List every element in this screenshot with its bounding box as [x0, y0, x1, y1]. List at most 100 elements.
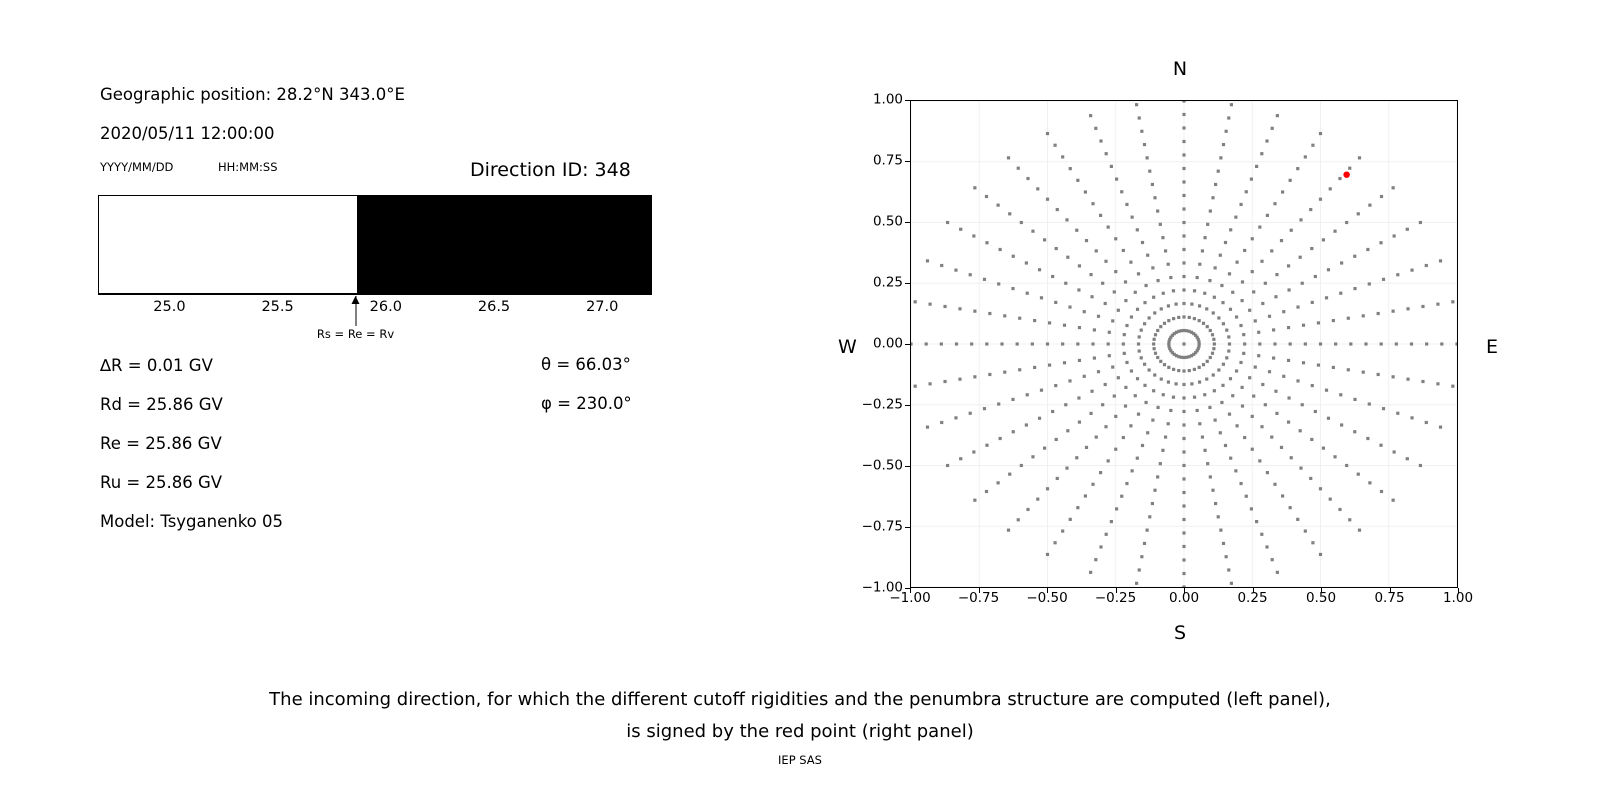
scatter-point [1296, 517, 1300, 521]
scatter-point [1410, 268, 1414, 272]
scatter-point [1406, 307, 1410, 311]
scatter-point [1192, 352, 1196, 356]
scatter-point [1008, 472, 1012, 476]
scatter-point [988, 311, 992, 316]
scatter-point [1286, 420, 1291, 424]
scatter-point [1198, 262, 1202, 266]
scatter-point [1333, 229, 1337, 233]
scatter-point [1368, 203, 1372, 207]
scatter-point [958, 307, 962, 311]
scatter-point [1346, 316, 1350, 320]
scatter-point [1212, 342, 1216, 346]
scatter-point [1217, 316, 1221, 320]
scatter-point [1182, 504, 1186, 508]
scatter-point [1143, 301, 1147, 305]
scatter-point [1133, 290, 1137, 294]
scatter-point [1243, 248, 1247, 253]
scatter-point [1182, 274, 1186, 279]
scatter-point [1272, 356, 1276, 360]
scatter-point [1161, 393, 1165, 397]
scatter-point [1107, 354, 1111, 358]
scatter-point [1125, 481, 1129, 486]
scatter-point [1211, 196, 1215, 200]
penumbra-tick-label: 26.0 [369, 299, 402, 315]
scatter-point [1084, 238, 1089, 243]
scatter-point [1440, 342, 1444, 346]
scatter-point [1033, 318, 1037, 323]
scatter-point [1106, 225, 1110, 229]
scatter-point [1195, 408, 1199, 413]
scatter-point [1261, 382, 1265, 387]
scatter-point [970, 342, 974, 346]
scatter-point [1096, 370, 1101, 374]
param-rd: Rd = 25.86 GV [100, 395, 223, 414]
scatter-point [984, 194, 989, 199]
scatter-point [1208, 475, 1212, 479]
scatter-point [1223, 443, 1228, 448]
scatter-point [1265, 213, 1270, 217]
scatter-point [1092, 356, 1096, 360]
scatter-point [1185, 355, 1189, 359]
scatter-point [1039, 388, 1044, 392]
scatter-point [1042, 446, 1047, 450]
scatter-point [1212, 347, 1216, 351]
scatter-point [973, 375, 977, 379]
scatter-point [1091, 482, 1095, 486]
x-tick-mark [1389, 588, 1391, 593]
scatter-point [1136, 412, 1141, 416]
scatter-point [1047, 363, 1052, 367]
selected-direction-point[interactable] [1343, 171, 1350, 178]
scatter-point [1392, 234, 1396, 238]
scatter-point [1103, 382, 1107, 387]
param-theta: θ = 66.03° [541, 355, 631, 374]
scatter-point [1214, 501, 1218, 506]
scatter-point [1438, 259, 1443, 263]
param-model: Model: Tsyganenko 05 [100, 512, 284, 531]
scatter-point [1159, 377, 1163, 381]
scatter-point [1146, 431, 1150, 435]
scatter-point [1099, 139, 1103, 143]
scatter-point [1265, 545, 1269, 549]
scatter-point [1310, 300, 1314, 305]
x-tick-label: −1.00 [889, 590, 931, 606]
scatter-point [1182, 382, 1186, 387]
scatter-point [1033, 365, 1037, 370]
scatter-point [1208, 405, 1212, 410]
scatter-point [1054, 437, 1058, 442]
scatter-point [1203, 448, 1207, 452]
scatter-point [1159, 325, 1163, 329]
scatter-point [1333, 455, 1337, 459]
scatter-point [1210, 333, 1215, 337]
scatter-point [1018, 368, 1022, 372]
scatter-point [1391, 309, 1395, 313]
scatter-point [1288, 178, 1292, 182]
scatter-point [1381, 407, 1386, 411]
scatter-point [1152, 389, 1156, 393]
scatter-point [1253, 365, 1257, 369]
scatter-point [1037, 268, 1042, 272]
scatter-point [1367, 282, 1371, 286]
scatter-point [1104, 152, 1108, 156]
scatter-point [1326, 416, 1331, 420]
scatter-point [1218, 431, 1222, 435]
scatter-point [1366, 436, 1370, 441]
scatter-point [1196, 347, 1200, 351]
scatter-point [1260, 152, 1264, 156]
scatter-point [1270, 249, 1274, 253]
scatter-point [1263, 281, 1267, 285]
scatter-point [1182, 409, 1186, 414]
penumbra-tick-label: 25.0 [153, 299, 186, 315]
scatter-point [1055, 476, 1059, 481]
scatter-point [1273, 482, 1277, 486]
scatter-point [1361, 370, 1365, 374]
scatter-point [1167, 342, 1171, 346]
scatter-point [1298, 429, 1302, 433]
scatter-point [1260, 425, 1264, 429]
scatter-point [1421, 304, 1425, 309]
scatter-point [1234, 469, 1238, 473]
scatter-point [939, 342, 943, 346]
scatter-point [1318, 197, 1323, 201]
penumbra-axis-line [98, 294, 652, 295]
scatter-point [1167, 319, 1171, 323]
scatter-point [943, 304, 947, 309]
